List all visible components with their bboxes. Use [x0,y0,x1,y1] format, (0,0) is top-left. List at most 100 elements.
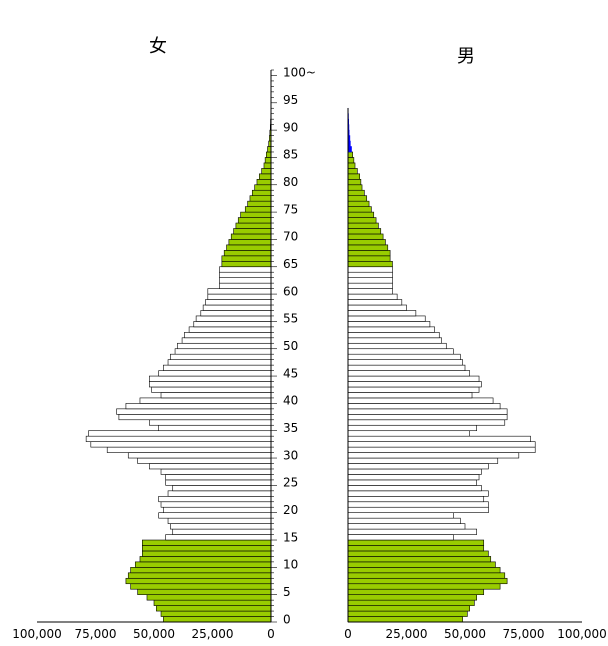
bar-female-age-20 [163,506,272,513]
bar-male-age-29 [347,457,499,464]
bar-male-age-82 [347,168,358,175]
bar-male-age-65 [347,260,393,268]
age-tick-label: 45 [283,366,298,380]
bar-female-age-43 [149,381,272,388]
male-x-tick-label: 25,000 [386,627,428,641]
bar-male-age-41 [347,392,473,399]
bar-female-age-48 [170,353,272,360]
age-tick-label: 75 [283,202,298,216]
bar-male-age-15 [347,534,454,541]
bar-female-age-16 [172,528,272,535]
age-tick-label: 50 [283,339,298,353]
bar-male-age-11 [347,556,492,563]
bar-male-age-79 [347,184,363,191]
bar-male-age-85 [347,151,353,158]
bar-female-age-39 [125,403,272,410]
age-tick-label: 0 [283,612,291,626]
bar-female-age-44 [149,375,272,382]
bar-female-age-69 [228,239,272,246]
bar-male-age-46 [347,364,466,371]
bar-male-age-6 [347,583,501,590]
bar-female-age-7 [125,577,272,585]
male-x-tick-label: 100,000 [557,627,607,641]
bar-male-age-7 [347,577,508,585]
bar-female-age-85 [266,151,272,158]
bar-female-age-81 [258,173,272,180]
bar-female-age-76 [247,200,272,207]
female-title: 女 [149,36,167,57]
bar-male-age-43 [347,381,482,388]
bar-female-age-40 [139,397,272,404]
bar-female-age-46 [163,364,272,371]
bar-female-age-51 [181,337,272,344]
bar-male-age-17 [347,523,466,530]
female-x-tick-label: 75,000 [75,627,117,641]
bar-female-age-12 [142,550,272,557]
bar-male-age-24 [347,485,482,492]
bar-male-age-39 [347,403,501,410]
age-tick-label: 10 [283,558,298,572]
bar-female-age-60 [207,288,272,295]
bar-male-age-12 [347,550,489,557]
bar-female-age-59 [207,293,272,300]
bar-female-age-31 [106,446,272,453]
bar-male-age-27 [347,468,482,475]
bar-male-age-45 [347,370,470,377]
bar-female-age-0 [163,616,272,623]
bar-female-age-78 [251,189,272,197]
bar-male-age-51 [347,337,442,344]
bar-male-age-31 [347,446,536,453]
male-x-tick-label: 0 [344,627,352,641]
bar-male-age-83 [347,162,356,169]
male-title: 男 [457,46,475,67]
bar-male-age-66 [347,255,391,262]
bar-male-age-56 [347,310,417,317]
bar-male-age-40 [347,397,494,404]
age-tick-label: 35 [283,421,298,435]
bar-female-age-57 [202,304,272,311]
female-x-tick-label: 50,000 [133,627,175,641]
bar-female-age-5 [137,588,272,595]
bar-male-age-57 [347,304,407,311]
bar-female-age-84 [264,157,272,164]
bar-female-age-54 [193,321,272,328]
bar-male-age-52 [347,332,440,339]
bar-female-age-2 [156,605,272,612]
bar-male-age-77 [347,195,368,202]
bar-female-age-47 [167,359,272,366]
age-tick-label: 25 [283,476,298,490]
bar-female-age-38 [116,408,272,415]
bar-male-age-28 [347,463,489,470]
bar-male-age-34 [347,430,470,437]
bar-male-age-59 [347,293,398,300]
bar-female-age-25 [165,479,272,486]
age-tick-label: 90 [283,120,298,134]
bar-male-age-70 [347,233,384,240]
bar-female-age-53 [188,326,272,333]
bar-male-age-80 [347,179,362,186]
age-tick-label: 15 [283,530,298,544]
bar-female-age-72 [235,222,272,229]
age-tick-label: 30 [283,448,298,462]
bar-female-age-82 [261,168,272,175]
bar-female-age-34 [88,430,272,437]
bar-female-age-41 [160,392,272,399]
bar-male-age-14 [347,539,485,546]
bar-female-age-75 [244,206,272,213]
bar-male-age-48 [347,353,461,360]
age-tick-label: 85 [283,148,298,162]
bar-male-age-19 [347,512,454,519]
bar-male-age-71 [347,228,382,235]
bar-male-age-23 [347,490,489,497]
bar-female-age-58 [205,299,272,306]
bar-male-age-16 [347,528,477,535]
bar-female-age-24 [172,485,272,492]
bar-male-age-2 [347,605,470,612]
age-tick-label: 20 [283,503,298,517]
bar-female-age-45 [158,370,272,377]
bar-male-age-22 [347,495,485,503]
bar-female-age-66 [221,255,272,262]
bar-female-age-71 [233,228,272,235]
bar-female-age-17 [170,523,272,530]
